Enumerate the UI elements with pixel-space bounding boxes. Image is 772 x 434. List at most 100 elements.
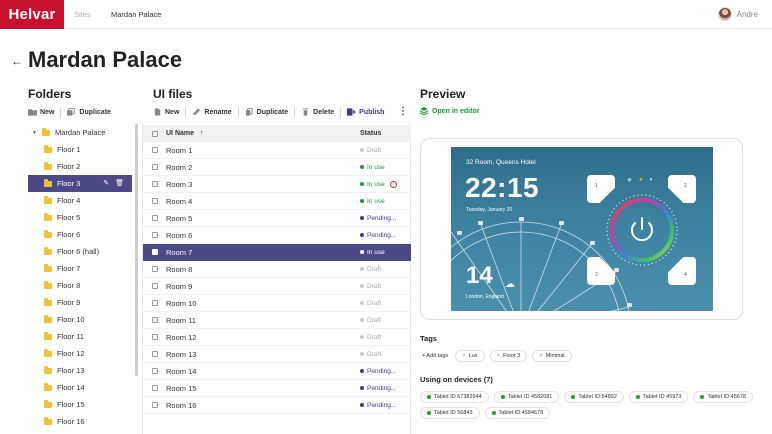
table-row[interactable]: Room 10 Draft [143,295,411,312]
device-chip[interactable]: Tablet ID 56843 [420,407,480,419]
folder-item[interactable]: Floor 6 (hall) [28,243,132,260]
row-checkbox[interactable] [152,266,158,272]
edit-icon[interactable]: ✎ [103,180,110,187]
device-chip[interactable]: Tablet ID 4582681 [493,391,560,403]
table-row[interactable]: Room 16 Pending... [143,397,411,414]
row-checkbox[interactable] [152,385,158,391]
toolbar-divider [60,107,62,117]
device-chip[interactable]: Tablet ID 4584678 [484,407,551,419]
ui-files-title: UI files [153,87,193,101]
ui-file-name: Room 16 [166,400,197,410]
device-chip[interactable]: Tablet ID 67382944 [420,391,489,403]
row-checkbox[interactable] [152,300,158,306]
new-file-button[interactable]: New [153,108,185,116]
folder-item[interactable]: Floor 15 [28,396,132,413]
duplicate-folder-button[interactable]: Duplicate [67,108,117,116]
table-row[interactable]: Room 9 Draft [143,278,411,295]
row-checkbox[interactable] [152,351,158,357]
remove-tag-icon[interactable]: × [539,353,543,359]
device-chip[interactable]: Tablet ID 54892 [564,391,624,403]
table-row[interactable]: Room 6 Pending... [143,227,411,244]
folder-item[interactable]: Floor 14 [28,379,132,396]
row-checkbox[interactable] [152,249,158,255]
row-checkbox[interactable] [152,181,158,187]
duplicate-file-button[interactable]: Duplicate [245,108,295,116]
select-all-checkbox[interactable] [152,130,158,137]
column-status: Status [360,130,382,137]
folder-item[interactable]: Floor 1 [28,141,132,158]
folder-item[interactable]: Floor 5 [28,209,132,226]
column-ui-name[interactable]: UI Name ↑ [166,130,204,137]
folder-root[interactable]: ▼ Mardan Palace [32,128,106,137]
files-toolbar: New Rename Duplicate Delete Publish [153,106,390,118]
more-options-icon[interactable]: ⋮ [398,106,408,117]
folder-item[interactable]: Floor 13 [28,362,132,379]
device-chip[interactable]: Tablet ID 45678 [693,391,753,403]
folder-item[interactable]: Floor 10 [28,311,132,328]
folder-item[interactable]: Floor 2 [28,158,132,175]
row-checkbox[interactable] [152,147,158,153]
add-tags-button[interactable]: + Add tags [420,350,451,362]
folder-item[interactable]: Floor 8 [28,277,132,294]
table-row[interactable]: Room 3 In use! [143,176,411,193]
row-checkbox[interactable] [152,334,158,340]
breadcrumb-site: Mardan Palace [111,10,162,19]
folder-scrollbar[interactable] [135,124,138,376]
row-checkbox[interactable] [152,402,158,408]
tag-chip[interactable]: × Floor 3 [489,350,528,362]
username[interactable]: Andre [736,9,758,19]
folder-item[interactable]: Floor 3 ✎ 🗑 [28,175,132,192]
folder-item[interactable]: Floor 16 [28,413,132,430]
table-row[interactable]: Room 7 In use [143,244,411,261]
user-menu[interactable]: Andre [717,7,758,21]
page-title: Mardan Palace [28,47,183,72]
back-arrow-icon[interactable]: ← [11,54,23,68]
table-row[interactable]: Room 14 Pending... [143,363,411,380]
folder-item[interactable]: Floor 11 [28,328,132,345]
folder-item[interactable]: Floor 6 [28,226,132,243]
row-checkbox[interactable] [152,198,158,204]
breadcrumb-sites[interactable]: Sites [74,10,91,19]
table-row[interactable]: Room 15 Pending... [143,380,411,397]
row-checkbox[interactable] [152,317,158,323]
publish-button[interactable]: Publish [347,108,390,116]
folder-item[interactable]: Floor 12 [28,345,132,362]
sort-arrow-icon[interactable]: ↑ [199,130,204,137]
new-folder-button[interactable]: New [28,108,60,116]
row-checkbox[interactable] [152,215,158,221]
table-row[interactable]: Room 13 Draft [143,346,411,363]
folder-item[interactable]: Floor 4 [28,192,132,209]
remove-tag-icon[interactable]: × [462,353,466,359]
status-badge: Draft [360,147,381,154]
row-checkbox[interactable] [152,232,158,238]
rename-button[interactable]: Rename [192,108,237,116]
table-row[interactable]: Room 11 Draft [143,312,411,329]
folder-label: Floor 3 [57,179,81,188]
table-row[interactable]: Room 1 Draft [143,142,411,159]
table-row[interactable]: Room 12 Draft [143,329,411,346]
tag-chip[interactable]: × Minimal [532,350,572,362]
warning-icon[interactable]: ! [389,180,397,188]
trash-icon[interactable]: 🗑 [115,180,124,187]
tag-chip[interactable]: × Lux [455,350,485,362]
toolbar-divider [340,107,342,117]
folder-icon [44,417,52,425]
helvar-logo[interactable]: Helvar [0,0,64,29]
table-row[interactable]: Room 4 In use [143,193,411,210]
table-row[interactable]: Room 5 Pending... [143,210,411,227]
folders-toolbar: New Duplicate [28,106,117,118]
row-checkbox[interactable] [152,164,158,170]
ui-file-name: Room 9 [166,281,193,291]
device-chip[interactable]: Tablet ID 45973 [628,391,689,403]
row-checkbox[interactable] [152,283,158,289]
row-checkbox[interactable] [152,368,158,374]
delete-button[interactable]: Delete [301,108,340,116]
avatar[interactable] [717,7,732,21]
table-row[interactable]: Room 8 Draft [143,261,411,278]
folder-item[interactable]: Floor 7 [28,260,132,277]
caret-down-icon[interactable]: ▼ [32,129,37,136]
open-in-editor-link[interactable]: Open in editor [420,107,479,115]
folder-item[interactable]: Floor 9 [28,294,132,311]
remove-tag-icon[interactable]: × [496,353,501,359]
table-row[interactable]: Room 2 In use [143,159,411,176]
